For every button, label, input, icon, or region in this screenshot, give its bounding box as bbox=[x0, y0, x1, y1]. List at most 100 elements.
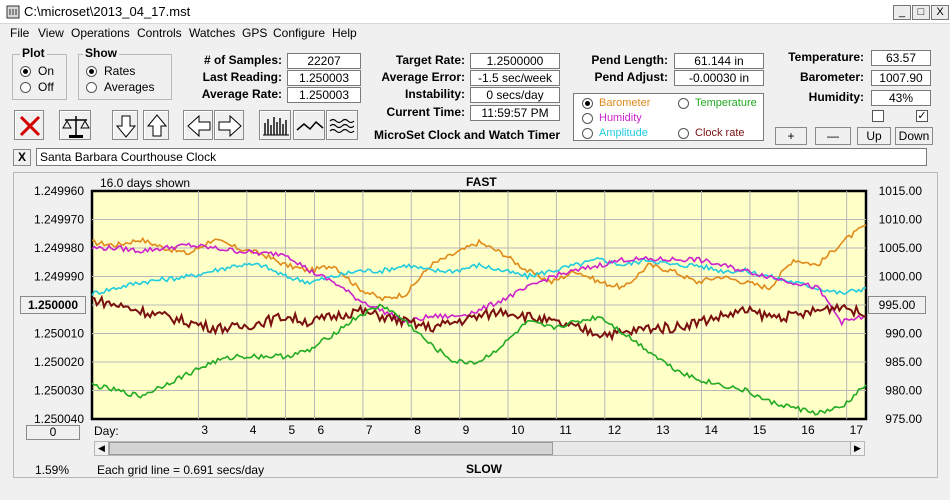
right-checkbox[interactable]: ✓ bbox=[916, 110, 928, 122]
day-tick-label: 17 bbox=[850, 423, 864, 437]
menu-controls[interactable]: Controls bbox=[137, 26, 182, 40]
clear-name-button[interactable]: X bbox=[13, 149, 31, 166]
menu-help[interactable]: Help bbox=[332, 26, 357, 40]
baro-scale-button[interactable]: 995.00 bbox=[868, 296, 926, 314]
right-tick-label: 980.00 bbox=[885, 384, 922, 398]
plot-on-radio[interactable] bbox=[20, 66, 31, 77]
maximize-button[interactable]: □ bbox=[912, 5, 930, 20]
show-group-title: Show bbox=[83, 46, 119, 60]
days-shown-text: 16.0 days shown bbox=[100, 176, 191, 190]
menu-view[interactable]: View bbox=[38, 26, 64, 40]
humidity-option-label: Humidity bbox=[599, 112, 642, 124]
scroll-left-button[interactable] bbox=[183, 110, 213, 140]
right-tick-label: 975.00 bbox=[885, 412, 922, 426]
zero-button[interactable]: 0 bbox=[26, 425, 80, 440]
avg-error-label: Average Error: bbox=[381, 70, 465, 84]
grid-note-text: Each grid line = 0.691 secs/day bbox=[97, 463, 265, 477]
bar-chart-icon bbox=[263, 117, 289, 136]
left-tick-label: 1.249960 bbox=[34, 184, 84, 198]
menu-operations[interactable]: Operations bbox=[71, 26, 130, 40]
pend-length-field: 61.144 in bbox=[674, 53, 764, 69]
day-tick-label: 8 bbox=[414, 423, 421, 437]
left-tick-label: 1.250030 bbox=[34, 384, 84, 398]
rate-up-button[interactable] bbox=[143, 110, 169, 140]
samples-label: # of Samples: bbox=[203, 53, 282, 67]
day-tick-label: 6 bbox=[318, 423, 325, 437]
app-icon bbox=[6, 5, 20, 19]
minimize-button[interactable]: _ bbox=[893, 5, 911, 20]
samples-field: 22207 bbox=[287, 53, 361, 69]
bars-view-button[interactable] bbox=[259, 110, 291, 140]
left-tick-label: 1.250010 bbox=[34, 327, 84, 341]
menu-gps[interactable]: GPS bbox=[242, 26, 268, 40]
day-tick-label: 9 bbox=[463, 423, 470, 437]
series-line-humidity bbox=[91, 242, 867, 327]
chart-scrollbar[interactable]: ◀ ▶ bbox=[94, 441, 865, 456]
menu-configure[interactable]: Configure bbox=[273, 26, 326, 40]
arrow-up-icon bbox=[146, 114, 168, 137]
scroll-right-button[interactable] bbox=[214, 110, 244, 140]
scroll-thumb[interactable] bbox=[109, 442, 553, 455]
humidity-radio[interactable] bbox=[582, 113, 593, 124]
day-tick-label: 11 bbox=[559, 423, 572, 437]
left-tick-label: 1.249990 bbox=[34, 270, 84, 284]
day-tick-label: 4 bbox=[250, 423, 257, 437]
clock-rate-radio[interactable] bbox=[678, 128, 689, 139]
plus-button[interactable]: + bbox=[775, 127, 807, 145]
show-rates-label: Rates bbox=[104, 64, 136, 78]
clock-name-input[interactable]: Santa Barbara Courthouse Clock bbox=[36, 148, 927, 166]
wave-view-button[interactable] bbox=[326, 110, 358, 140]
sensor-select-box: Barometer Temperature Humidity Amplitude… bbox=[573, 93, 764, 141]
barometer-option-label: Barometer bbox=[599, 97, 651, 109]
left-tick-label: 1.250040 bbox=[34, 412, 84, 426]
clock-rate-option-label: Clock rate bbox=[695, 127, 745, 139]
right-tick-label: 1015.00 bbox=[879, 184, 923, 198]
show-averages-radio[interactable] bbox=[86, 82, 97, 93]
down-button[interactable]: Down bbox=[895, 127, 933, 145]
current-time-label: Current Time: bbox=[386, 105, 465, 119]
left-checkbox[interactable] bbox=[872, 110, 884, 122]
day-tick-label: 14 bbox=[705, 423, 719, 437]
scroll-right-arrow[interactable]: ▶ bbox=[850, 442, 864, 455]
balance-button[interactable] bbox=[59, 110, 91, 140]
show-averages-label: Averages bbox=[104, 80, 155, 94]
current-time-field: 11:59:57 PM bbox=[470, 105, 560, 121]
plot-off-radio[interactable] bbox=[20, 82, 31, 93]
scroll-left-arrow[interactable]: ◀ bbox=[95, 442, 109, 455]
menu-watches[interactable]: Watches bbox=[189, 26, 236, 40]
amplitude-radio[interactable] bbox=[582, 128, 593, 139]
pend-adjust-label: Pend Adjust: bbox=[594, 70, 668, 84]
day-tick-label: 10 bbox=[511, 423, 525, 437]
day-tick-label: 5 bbox=[289, 423, 296, 437]
line-view-button[interactable] bbox=[293, 110, 325, 140]
avg-rate-field: 1.250003 bbox=[287, 87, 361, 103]
avg-error-field: -1.5 sec/week bbox=[470, 70, 560, 86]
app-caption: MicroSet Clock and Watch Timer bbox=[374, 128, 561, 142]
rate-down-button[interactable] bbox=[112, 110, 138, 140]
temperature-label: Temperature: bbox=[788, 50, 864, 64]
up-button[interactable]: Up bbox=[857, 127, 891, 145]
plot-on-label: On bbox=[38, 64, 55, 78]
show-group bbox=[78, 54, 172, 100]
show-rates-radio[interactable] bbox=[86, 66, 97, 77]
pend-adjust-field: -0.00030 in bbox=[674, 70, 764, 86]
temperature-option-label: Temperature bbox=[695, 97, 757, 109]
close-window-button[interactable]: X bbox=[931, 5, 949, 20]
day-tick-label: 7 bbox=[366, 423, 373, 437]
temperature-radio[interactable] bbox=[678, 98, 689, 109]
arrow-down-icon bbox=[115, 115, 137, 138]
barometer-radio[interactable] bbox=[582, 98, 593, 109]
target-rate-field: 1.2500000 bbox=[470, 53, 560, 69]
left-tick-label: 1.250020 bbox=[34, 355, 84, 369]
rate-scale-button[interactable]: 1.250000 bbox=[20, 296, 86, 314]
arrow-right-icon bbox=[218, 114, 242, 138]
plot-off-label: Off bbox=[38, 80, 54, 94]
menu-file[interactable]: File bbox=[10, 26, 30, 40]
fast-label: FAST bbox=[466, 175, 497, 189]
stop-button[interactable] bbox=[14, 110, 44, 140]
menu-bar: File View Operations Controls Watches GP… bbox=[0, 24, 950, 42]
left-tick-label: 1.249970 bbox=[34, 213, 84, 227]
minus-button[interactable]: — bbox=[815, 127, 851, 145]
temperature-field: 63.57 bbox=[871, 50, 931, 66]
